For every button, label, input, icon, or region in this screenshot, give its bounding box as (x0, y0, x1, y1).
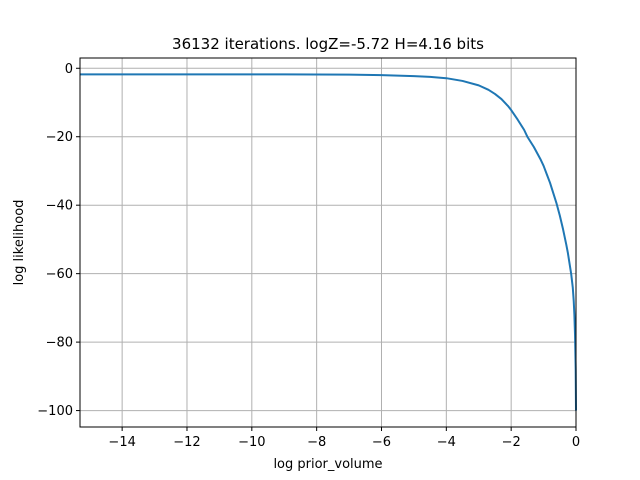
y-tick-label: −20 (46, 130, 73, 145)
x-axis-label: log prior_volume (273, 457, 382, 472)
chart-title: 36132 iterations. logZ=-5.72 H=4.16 bits (172, 35, 484, 53)
y-tick-label: −80 (46, 336, 73, 351)
y-tick-label: −100 (37, 404, 73, 419)
y-tick-label: 0 (65, 62, 73, 77)
plot-frame (79, 57, 577, 428)
x-tick-label: −14 (108, 435, 135, 450)
line-layer (80, 73, 577, 411)
y-tick-label: −40 (46, 199, 73, 214)
grid-layer (80, 58, 577, 427)
series-line (80, 73, 577, 411)
y-axis-label: log likelihood (12, 200, 27, 286)
x-tick-label: −4 (437, 435, 456, 450)
x-tick-label: 0 (572, 435, 580, 450)
x-tick-label: −2 (502, 435, 521, 450)
y-tick-label: −60 (46, 267, 73, 282)
x-tick-label: −6 (372, 435, 391, 450)
tick-layer: −14 −12 −10 −8 −6 −4 −2 00−20−40−60−80−100 (37, 62, 580, 450)
x-tick-label: −10 (238, 435, 265, 450)
x-tick-label: −8 (307, 435, 326, 450)
x-tick-label: −12 (173, 435, 200, 450)
